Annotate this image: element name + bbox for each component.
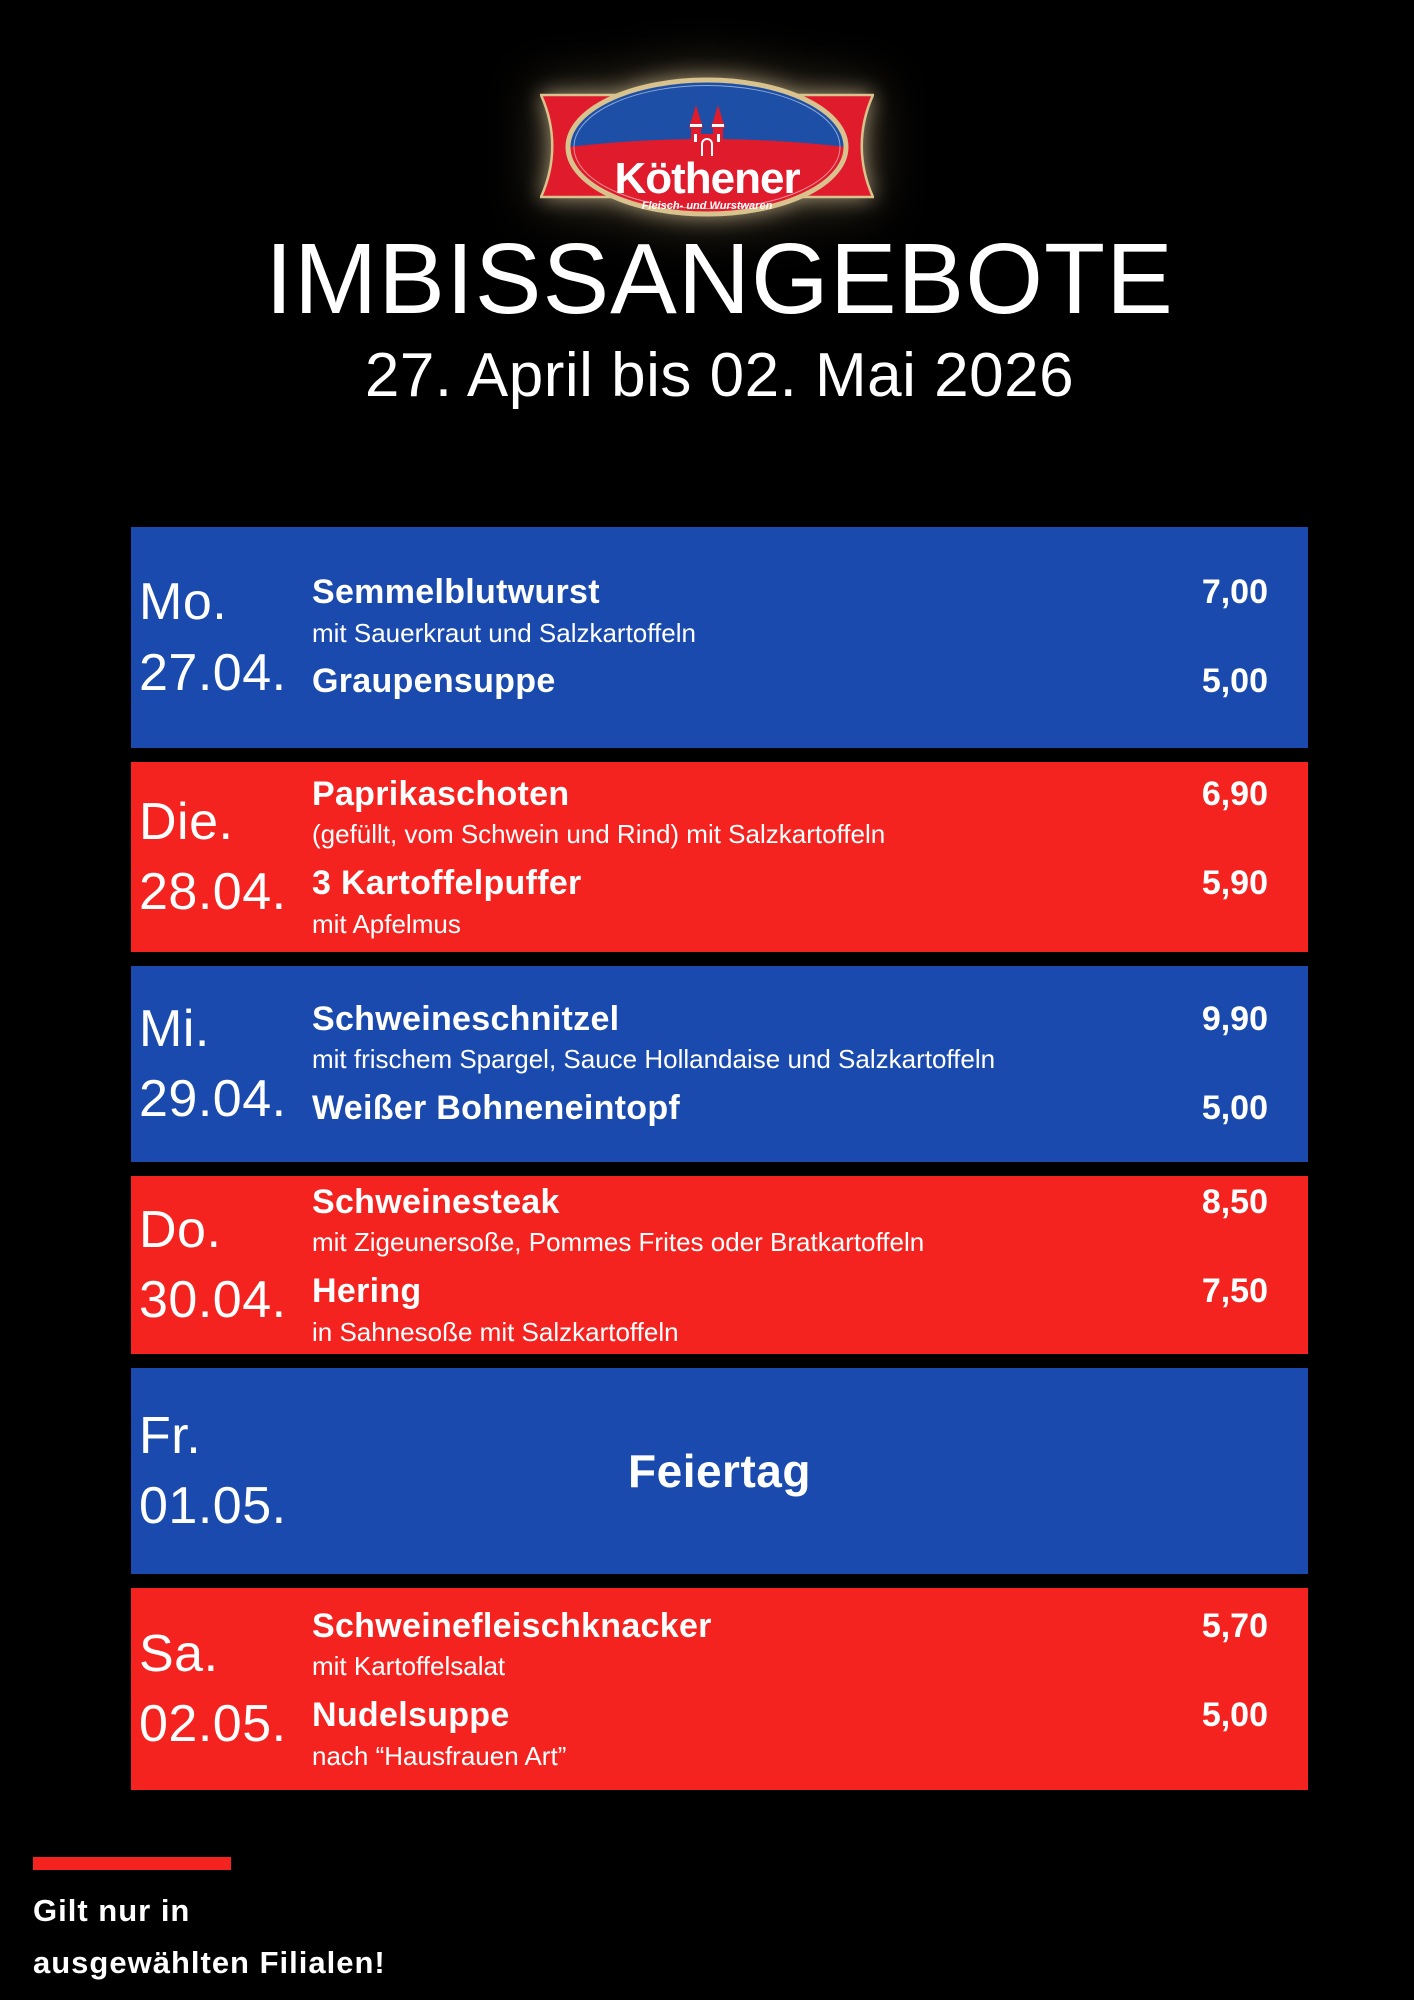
day-date: 02.05. (139, 1695, 287, 1753)
dish-description: mit frischem Spargel, Sauce Hollandaise … (312, 1044, 996, 1075)
day-label: Do. (139, 1200, 222, 1259)
dish-entry: Weißer Bohneneintopf 5,00 (312, 1087, 1268, 1131)
day-date: 29.04. (139, 1070, 287, 1128)
brand-name: Köthener (614, 154, 800, 203)
day-date: 27.04. (139, 643, 287, 702)
day-date: 28.04. (139, 863, 287, 921)
dish-description: mit Sauerkraut und Salzkartoffeln (312, 617, 696, 648)
brand-logo-graphic: Köthener Fleisch- und Wurstwaren (539, 77, 875, 217)
dish-description: mit Apfelmus (312, 908, 461, 939)
holiday-banner: Feiertag (131, 1368, 1308, 1574)
red-accent-bar (33, 1857, 231, 1870)
dish-description: mit Kartoffelsalat (312, 1651, 506, 1682)
day-column: Fr. 01.05. (139, 1378, 312, 1564)
day-column: Do. 30.04. (139, 1186, 312, 1344)
dish-title: Hering (312, 1272, 422, 1310)
day-label: Mo. (139, 573, 228, 632)
dish-list: Paprikaschoten (gefüllt, vom Schwein und… (312, 772, 1268, 942)
holiday-label: Feiertag (628, 1445, 811, 1497)
dish-title: Weißer Bohneneintopf (312, 1088, 681, 1127)
brand-tagline: Fleisch- und Wurstwaren (642, 200, 773, 212)
dish-title: Schweinefleischknacker (312, 1606, 712, 1645)
dish-title: 3 Kartoffelpuffer (312, 864, 582, 902)
brand-logo: Köthener Fleisch- und Wurstwaren (539, 76, 875, 218)
dish-entry: Nudelsuppe nach “Hausfrauen Art” 5,00 (312, 1694, 1268, 1773)
dish-title: Nudelsuppe (312, 1696, 510, 1734)
dish-title: Graupensuppe (312, 662, 556, 701)
dish-entry: Paprikaschoten (gefüllt, vom Schwein und… (312, 773, 1268, 852)
header: IMBISSANGEBOTE 27. April bis 02. Mai 202… (131, 228, 1308, 411)
dish-description: (gefüllt, vom Schwein und Rind) mit Salz… (312, 819, 886, 850)
dish-entry: Semmelblutwurst mit Sauerkraut und Salzk… (312, 571, 1268, 650)
dish-list: Semmelblutwurst mit Sauerkraut und Salzk… (312, 537, 1268, 738)
day-label: Mi. (139, 999, 210, 1058)
church-towers-icon (689, 105, 725, 156)
day-column: Mo. 27.04. (139, 537, 312, 738)
dish-price: 8,50 (1201, 1182, 1268, 1221)
dish-entry: Schweinesteak mit Zigeunersoße, Pommes F… (312, 1181, 1268, 1260)
day-date: 01.05. (139, 1477, 287, 1535)
menu-row-thursday: Do. 30.04. Schweinesteak mit Zigeunersoß… (131, 1176, 1308, 1354)
menu-row-saturday: Sa. 02.05. Schweinefleischknacker mit Ka… (131, 1588, 1308, 1790)
menu-row-wednesday: Mi. 29.04. Schweineschnitzel mit frische… (131, 966, 1308, 1162)
footer-note: Gilt nur in ausgewählten Filialen! (33, 1857, 386, 1989)
dish-description: mit Zigeunersoße, Pommes Frites oder Bra… (312, 1227, 925, 1258)
menu-row-friday: Fr. 01.05. Feiertag (131, 1368, 1308, 1574)
day-column: Mi. 29.04. (139, 976, 312, 1152)
dish-description: in Sahnesoße mit Salzkartoffeln (312, 1316, 679, 1347)
dish-price: 5,00 (1201, 1696, 1268, 1734)
dish-entry: 3 Kartoffelpuffer mit Apfelmus 5,90 (312, 862, 1268, 941)
day-date: 30.04. (139, 1271, 287, 1329)
dish-title: Paprikaschoten (312, 774, 570, 813)
dish-entry: Graupensuppe 5,00 (312, 660, 1268, 704)
dish-price: 5,70 (1201, 1606, 1268, 1645)
dish-price: 5,00 (1201, 662, 1268, 701)
page-title: IMBISSANGEBOTE (265, 223, 1174, 335)
dish-price: 6,90 (1201, 774, 1268, 813)
menu-rows: Mo. 27.04. Semmelblutwurst mit Sauerkrau… (131, 527, 1308, 1790)
dish-price: 5,90 (1201, 864, 1268, 902)
footer-line-2: ausgewählten Filialen! (33, 1944, 386, 1980)
date-range: 27. April bis 02. Mai 2026 (364, 341, 1075, 410)
day-label: Sa. (139, 1624, 219, 1683)
dish-price: 5,00 (1201, 1088, 1268, 1127)
day-label: Die. (139, 792, 234, 851)
dish-list: Schweinefleischknacker mit Kartoffelsala… (312, 1598, 1268, 1780)
dish-title: Schweinesteak (312, 1182, 560, 1221)
dish-price: 9,90 (1201, 999, 1268, 1038)
menu-row-tuesday: Die. 28.04. Paprikaschoten (gefüllt, vom… (131, 762, 1308, 952)
dish-price: 7,00 (1201, 573, 1268, 612)
dish-entry: Schweineschnitzel mit frischem Spargel, … (312, 998, 1268, 1077)
dish-description: nach “Hausfrauen Art” (312, 1740, 567, 1771)
dish-entry: Hering in Sahnesoße mit Salzkartoffeln 7… (312, 1270, 1268, 1349)
day-column: Die. 28.04. (139, 772, 312, 942)
footer-line-1: Gilt nur in (33, 1893, 191, 1928)
day-column: Sa. 02.05. (139, 1598, 312, 1780)
dish-list: Schweinesteak mit Zigeunersoße, Pommes F… (312, 1183, 1268, 1347)
menu-row-monday: Mo. 27.04. Semmelblutwurst mit Sauerkrau… (131, 527, 1308, 748)
dish-title: Semmelblutwurst (312, 573, 600, 612)
dish-list: Schweineschnitzel mit frischem Spargel, … (312, 976, 1268, 1152)
day-label: Fr. (139, 1406, 202, 1465)
dish-price: 7,50 (1201, 1272, 1268, 1310)
dish-title: Schweineschnitzel (312, 999, 620, 1038)
dish-entry: Schweinefleischknacker mit Kartoffelsala… (312, 1605, 1268, 1684)
